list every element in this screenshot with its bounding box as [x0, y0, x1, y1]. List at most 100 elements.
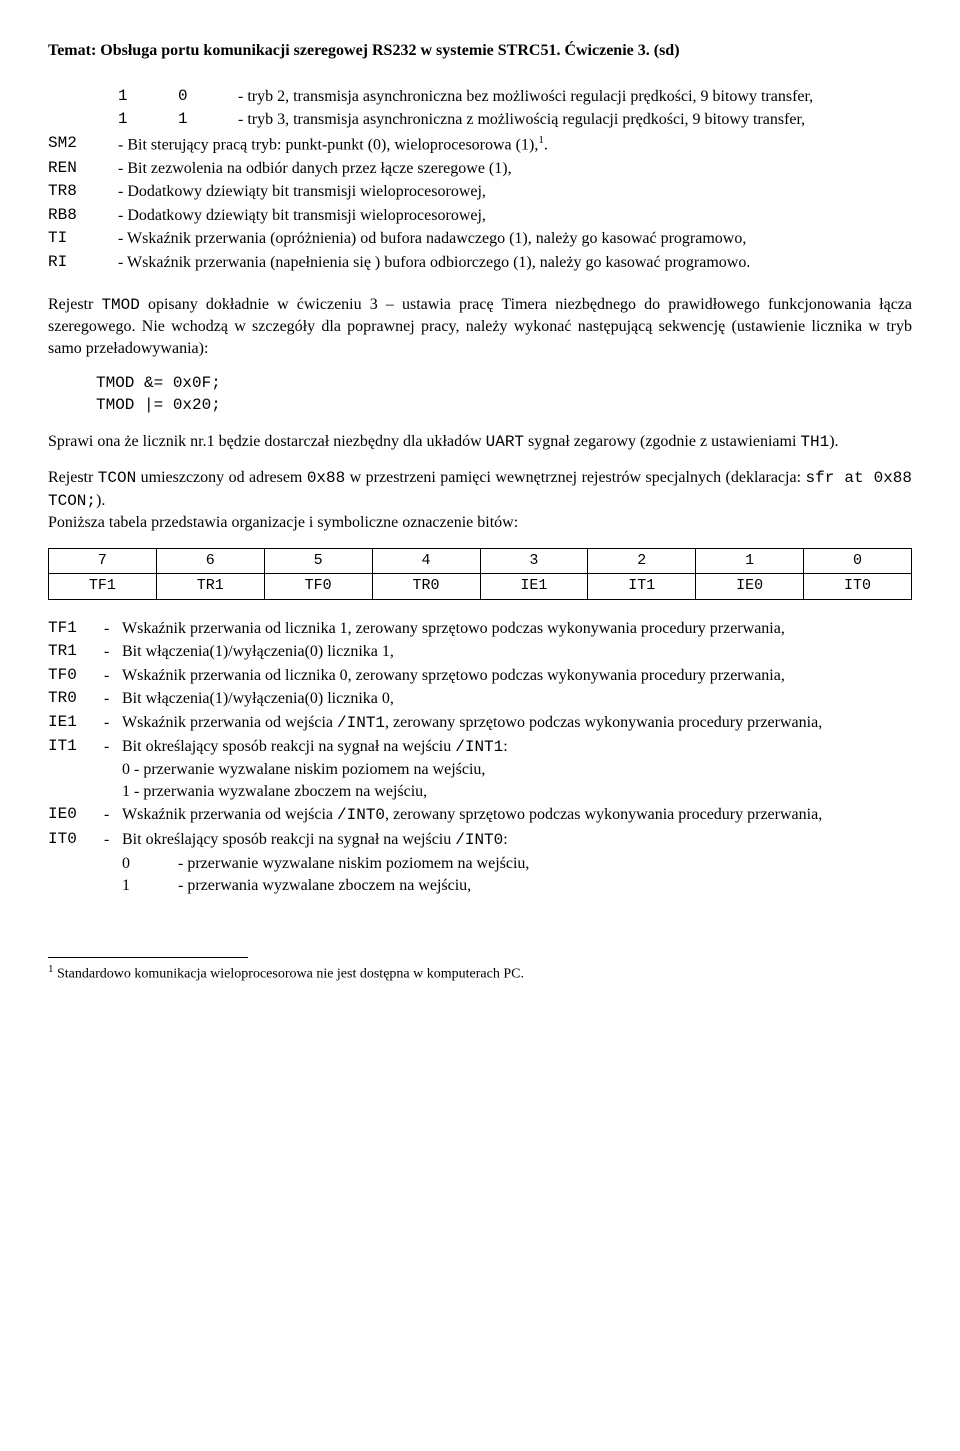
- text: , zerowany sprzętowo podczas wykonywania…: [385, 806, 822, 823]
- text: Rejestr: [48, 469, 98, 486]
- text: sygnał zegarowy (zgodnie z ustawieniami: [524, 433, 800, 450]
- bit-row: IT1 - Bit określający sposób reakcji na …: [48, 736, 912, 802]
- bit-row: IT0 - Bit określający sposób reakcji na …: [48, 829, 912, 852]
- dash: -: [104, 688, 122, 710]
- code-block: TMOD &= 0x0F; TMOD |= 0x20;: [96, 373, 912, 416]
- bit-row: IE1 - Wskaźnik przerwania od wejścia /IN…: [48, 712, 912, 735]
- code-inline: TCON: [98, 469, 136, 487]
- bit-desc: Wskaźnik przerwania od licznika 0, zerow…: [122, 665, 912, 687]
- register-key: RI: [48, 252, 118, 274]
- code-inline: /INT0: [455, 831, 503, 849]
- text: , zerowany sprzętowo podczas wykonywania…: [385, 714, 822, 731]
- register-desc: - Wskaźnik przerwania (opróżnienia) od b…: [118, 228, 912, 250]
- mode-row: 1 1 - tryb 3, transmisja asynchroniczna …: [48, 109, 912, 131]
- code-inline: /INT1: [455, 738, 503, 756]
- mode-desc: - tryb 3, transmisja asynchroniczna z mo…: [238, 109, 912, 131]
- text: ).: [96, 492, 105, 509]
- code-inline: TMOD: [101, 296, 139, 314]
- text: Poniższa tabela przedstawia organizacje …: [48, 514, 518, 531]
- bit-row: TF1 - Wskaźnik przerwania od licznika 1,…: [48, 618, 912, 640]
- sub-row: 0 - przerwanie wyzwalane niskim poziomem…: [122, 853, 912, 875]
- text: .: [544, 136, 548, 153]
- footnote: 1 Standardowo komunikacja wieloprocesoro…: [48, 962, 912, 985]
- sub-row: 1 - przerwania wyzwalane zboczem na wejś…: [122, 875, 912, 897]
- dash: -: [104, 736, 122, 758]
- bit-desc: Bit określający sposób reakcji na sygnał…: [122, 829, 912, 852]
- text: ).: [829, 433, 838, 450]
- text: Bit określający sposób reakcji na sygnał…: [122, 738, 455, 755]
- register-key: REN: [48, 158, 118, 180]
- dash: -: [104, 804, 122, 826]
- bit-desc: Wskaźnik przerwania od licznika 1, zerow…: [122, 618, 912, 640]
- table-cell: 4: [372, 549, 480, 574]
- table-cell: 3: [480, 549, 588, 574]
- register-desc: - Wskaźnik przerwania (napełnienia się )…: [118, 252, 912, 274]
- bit-row: TR1 - Bit włączenia(1)/wyłączenia(0) lic…: [48, 641, 912, 663]
- bit-key: IT1: [48, 736, 104, 758]
- table-cell: IE1: [480, 574, 588, 599]
- bit-row: TR0 - Bit włączenia(1)/wyłączenia(0) lic…: [48, 688, 912, 710]
- dash: -: [104, 829, 122, 851]
- bit-key: TR0: [48, 688, 104, 710]
- bit-desc: Bit włączenia(1)/wyłączenia(0) licznika …: [122, 641, 912, 663]
- bit-row: IE0 - Wskaźnik przerwania od wejścia /IN…: [48, 804, 912, 827]
- text: Sprawi ona że licznik nr.1 będzie dostar…: [48, 433, 486, 450]
- bit-key: TF0: [48, 665, 104, 687]
- table-cell: IT1: [588, 574, 696, 599]
- code-inline: UART: [486, 433, 524, 451]
- sub-line: 0 - przerwanie wyzwalane niskim poziomem…: [122, 761, 485, 778]
- table-cell: 1: [696, 549, 804, 574]
- register-desc: - Dodatkowy dziewiąty bit transmisji wie…: [118, 205, 912, 227]
- bits-table: 7 6 5 4 3 2 1 0 TF1 TR1 TF0 TR0 IE1 IT1 …: [48, 548, 912, 600]
- bit-key: IE0: [48, 804, 104, 826]
- bit-definition-list: TF1 - Wskaźnik przerwania od licznika 1,…: [48, 618, 912, 897]
- mode-col1: 1: [118, 86, 178, 108]
- definition-list: 1 0 - tryb 2, transmisja asynchroniczna …: [48, 86, 912, 274]
- register-desc: - Dodatkowy dziewiąty bit transmisji wie…: [118, 181, 912, 203]
- sub-desc: - przerwanie wyzwalane niskim poziomem n…: [178, 853, 529, 875]
- register-key: TR8: [48, 181, 118, 203]
- bit-key: TF1: [48, 618, 104, 640]
- mode-row: 1 0 - tryb 2, transmisja asynchroniczna …: [48, 86, 912, 108]
- bit-key: IE1: [48, 712, 104, 734]
- table-cell: 2: [588, 549, 696, 574]
- sub-desc: - przerwania wyzwalane zboczem na wejści…: [178, 875, 471, 897]
- paragraph: Sprawi ona że licznik nr.1 będzie dostar…: [48, 431, 912, 454]
- register-row: TI - Wskaźnik przerwania (opróżnienia) o…: [48, 228, 912, 250]
- register-row: RI - Wskaźnik przerwania (napełnienia si…: [48, 252, 912, 274]
- dash: -: [104, 618, 122, 640]
- bit-row: TF0 - Wskaźnik przerwania od licznika 0,…: [48, 665, 912, 687]
- table-cell: 5: [264, 549, 372, 574]
- bit-desc: Bit włączenia(1)/wyłączenia(0) licznika …: [122, 688, 912, 710]
- code-inline: /INT0: [337, 806, 385, 824]
- bit-desc: Bit określający sposób reakcji na sygnał…: [122, 736, 912, 802]
- code-inline: TH1: [800, 433, 829, 451]
- table-cell: IE0: [696, 574, 804, 599]
- text: Wskaźnik przerwania od wejścia: [122, 806, 337, 823]
- table-cell: TR1: [156, 574, 264, 599]
- table-cell: TF1: [49, 574, 157, 599]
- register-row: REN - Bit zezwolenia na odbiór danych pr…: [48, 158, 912, 180]
- sub-key: 1: [122, 875, 178, 897]
- dash: -: [104, 712, 122, 734]
- register-row: TR8 - Dodatkowy dziewiąty bit transmisji…: [48, 181, 912, 203]
- footnote-rule: [48, 957, 248, 958]
- bit-desc: Wskaźnik przerwania od wejścia /INT0, ze…: [122, 804, 912, 827]
- text: :: [503, 831, 507, 848]
- table-cell: 0: [804, 549, 912, 574]
- register-row: RB8 - Dodatkowy dziewiąty bit transmisji…: [48, 205, 912, 227]
- register-desc: - Bit sterujący pracą tryb: punkt-punkt …: [118, 133, 912, 156]
- register-desc: - Bit zezwolenia na odbiór danych przez …: [118, 158, 912, 180]
- sub-key: 0: [122, 853, 178, 875]
- dash: -: [104, 641, 122, 663]
- text: Bit określający sposób reakcji na sygnał…: [122, 831, 455, 848]
- text: Rejestr: [48, 296, 101, 313]
- code-inline: 0x88: [307, 469, 345, 487]
- table-row: 7 6 5 4 3 2 1 0: [49, 549, 912, 574]
- table-cell: 7: [49, 549, 157, 574]
- text: opisany dokładnie w ćwiczeniu 3 – ustawi…: [48, 296, 912, 357]
- footnote-text: Standardowo komunikacja wieloprocesorowa…: [54, 966, 524, 981]
- text: w przestrzeni pamięci wewnętrznej rejest…: [345, 469, 805, 486]
- mode-col1: 1: [118, 109, 178, 131]
- mode-col2: 0: [178, 86, 238, 108]
